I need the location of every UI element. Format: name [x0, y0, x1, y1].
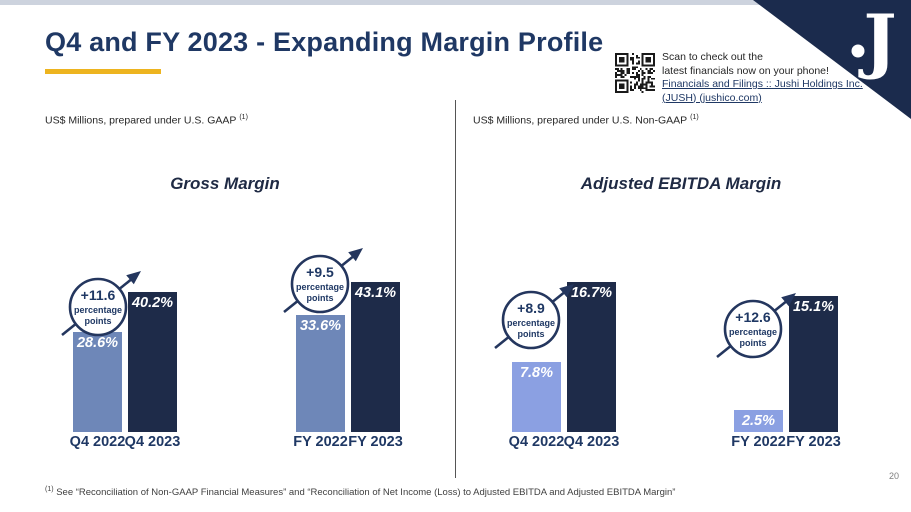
axis-label-q4-2022: Q4 2022 [508, 434, 565, 450]
bar-value-label: 15.1% [792, 299, 835, 315]
delta-badge-text: percentage [507, 318, 555, 328]
delta-badge-text: percentage [296, 282, 344, 292]
right-chart-note-text: US$ Millions, prepared under U.S. Non-GA… [473, 114, 688, 127]
delta-badge-text: +12.6 [735, 309, 771, 325]
bar-q4-2022-chart0: 28.6% [73, 332, 122, 432]
left-chart-note-sup: (1) [239, 114, 248, 121]
arrow-up-icon [781, 293, 796, 307]
qr-caption-line1: Scan to check out the [662, 51, 763, 63]
axis-label-fy-2023: FY 2023 [786, 434, 841, 450]
qr-caption: Scan to check out the latest financials … [662, 51, 863, 105]
bar-value-label: 40.2% [131, 295, 174, 311]
corner-logo-banner: J [753, 0, 911, 119]
footnote-text: See “Reconciliation of Non-GAAP Financia… [56, 487, 676, 499]
bar-q4-2023-chart0: 40.2% [128, 292, 177, 432]
bar-q4-2023-chart1: 16.7% [567, 282, 616, 432]
chart-title-adjusted-ebitda-margin: Adjusted EBITDA Margin [580, 174, 782, 193]
footnote-sup: (1) [45, 486, 54, 493]
vertical-divider [455, 100, 456, 478]
footnote: (1) See “Reconciliation of Non-GAAP Fina… [45, 486, 675, 498]
bar-value-label: 33.6% [299, 318, 342, 334]
delta-badge-text: percentage [74, 305, 122, 315]
financials-link-line2[interactable]: (JUSH) (jushico.com) [662, 91, 762, 104]
chart-title-gross-margin: Gross Margin [170, 174, 280, 193]
axis-label-fy-2023: FY 2023 [348, 434, 403, 450]
left-chart-note: US$ Millions, prepared under U.S. GAAP (… [45, 114, 248, 127]
delta-badge-text: percentage [729, 327, 777, 337]
left-chart-note-text: US$ Millions, prepared under U.S. GAAP [45, 114, 237, 127]
bar-q4-2022-chart1: 7.8% [512, 362, 561, 432]
bar-value-label: 16.7% [570, 285, 613, 301]
qr-code-icon [615, 53, 655, 98]
bar-value-label: 7.8% [519, 365, 554, 381]
delta-badge-text: points [518, 329, 545, 339]
axis-label-fy-2022: FY 2022 [293, 434, 348, 450]
delta-badge-text: +8.9 [517, 300, 545, 316]
arrow-up-icon [126, 271, 141, 285]
bar-value-label: 43.1% [354, 285, 397, 301]
bar-value-label: 2.5% [741, 413, 776, 429]
financials-link-line1[interactable]: Financials and Filings :: Jushi Holdings… [662, 78, 863, 90]
axis-label-fy-2022: FY 2022 [731, 434, 786, 450]
delta-badge-text: +11.6 [81, 287, 116, 303]
bar-fy-2023-chart0: 43.1% [351, 282, 400, 432]
page-number: 20 [889, 471, 900, 481]
delta-badge-text: +9.5 [306, 264, 334, 280]
bar-value-label: 28.6% [76, 335, 119, 351]
bar-fy-2023-chart1: 15.1% [789, 296, 838, 432]
title-underline [45, 69, 161, 74]
axis-label-q4-2023: Q4 2023 [124, 434, 181, 450]
axis-label-q4-2022: Q4 2022 [69, 434, 126, 450]
page-title: Q4 and FY 2023 - Expanding Margin Profil… [45, 27, 604, 57]
logo-dot [851, 44, 865, 58]
right-chart-note-sup: (1) [690, 114, 699, 121]
qr-caption-line2: latest financials now on your phone! [662, 64, 829, 77]
delta-badge-text: points [85, 316, 112, 326]
arrow-up-icon [348, 248, 363, 262]
corner-triangle-shape [753, 0, 911, 119]
jushi-logo-letter: J [857, 0, 896, 82]
top-accent-bar [0, 0, 911, 5]
bar-fy-2022-chart1: 2.5% [734, 410, 783, 432]
delta-badge-text: points [740, 338, 767, 348]
bar-fy-2022-chart0: 33.6% [296, 315, 345, 432]
right-chart-note: US$ Millions, prepared under U.S. Non-GA… [473, 114, 699, 127]
delta-badge-text: points [307, 293, 334, 303]
axis-label-q4-2023: Q4 2023 [563, 434, 620, 450]
arrow-up-icon [559, 284, 574, 298]
